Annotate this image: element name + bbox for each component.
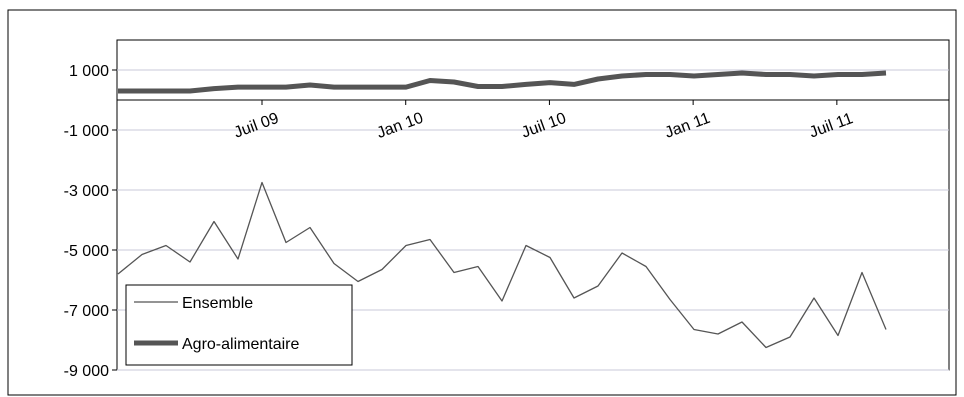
legend-label-1: Agro-alimentaire — [182, 336, 299, 353]
series-lines — [117, 70, 887, 349]
legend-box — [125, 284, 353, 366]
legend-label-0: Ensemble — [182, 295, 253, 312]
y-tick-label-5: -9 000 — [64, 363, 109, 380]
y-tick-label-4: -7 000 — [64, 303, 109, 320]
series-line-0 — [117, 181, 887, 349]
y-axis-ticks: 1 000 -1 000 -3 000 -5 000 -7 000 -9 000 — [64, 63, 117, 380]
y-tick-label-1: -1 000 — [64, 123, 109, 140]
y-tick-label-2: -3 000 — [64, 183, 109, 200]
series-line-1 — [118, 70, 887, 94]
y-tick-label-3: -5 000 — [64, 243, 109, 260]
y-tick-label-0: 1 000 — [69, 63, 109, 80]
legend: Ensemble Agro-alimentaire — [125, 284, 353, 366]
